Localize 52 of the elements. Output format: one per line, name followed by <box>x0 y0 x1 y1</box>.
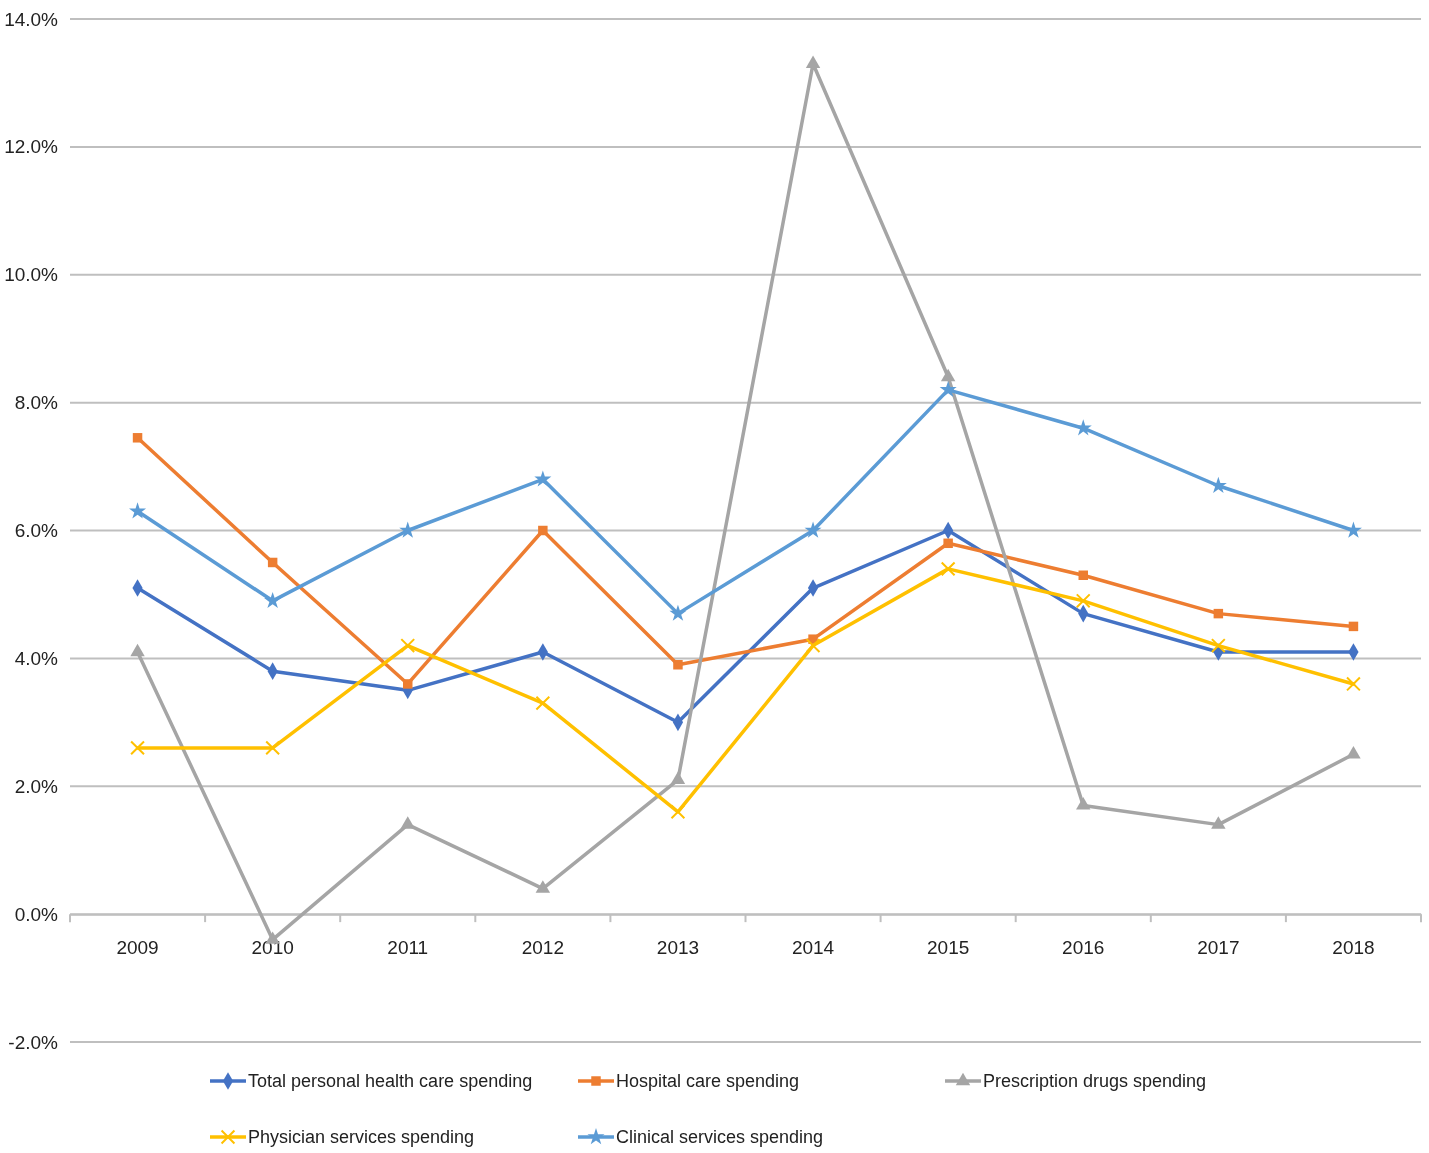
x-tick-label: 2014 <box>791 936 835 958</box>
point <box>940 368 956 382</box>
y-tick-label: 10.0% <box>4 264 59 286</box>
legend-label: Hospital care spending <box>616 1071 800 1092</box>
point <box>129 502 147 519</box>
point <box>940 561 956 577</box>
point <box>673 660 683 670</box>
y-tick-label: 14.0% <box>4 8 59 30</box>
point <box>805 55 821 68</box>
legend-label: Physician services spending <box>248 1127 475 1148</box>
x-tick-label: 2013 <box>656 936 700 958</box>
x-tick-label: 2012 <box>521 936 564 958</box>
x-tick-label: 2015 <box>927 936 970 958</box>
point <box>265 740 281 756</box>
point <box>669 604 687 621</box>
point <box>400 638 416 654</box>
point <box>939 380 957 398</box>
x-tick-label: 2011 <box>387 936 429 958</box>
point <box>130 643 145 657</box>
point <box>943 538 953 549</box>
point <box>1078 570 1088 580</box>
point <box>1213 608 1224 619</box>
point <box>804 521 822 538</box>
point <box>805 638 821 654</box>
point <box>264 591 282 609</box>
legend-label: Total personal health care spending <box>248 1071 533 1092</box>
point <box>1209 476 1227 493</box>
y-tick-label: 6.0% <box>14 520 59 542</box>
y-tick-label: 8.0% <box>14 392 59 414</box>
point <box>1346 676 1361 692</box>
x-tick-label: 2017 <box>1197 936 1240 958</box>
point <box>670 804 686 820</box>
point <box>1348 621 1359 632</box>
x-tick-label: 2009 <box>116 936 159 958</box>
y-tick-label: 0.0% <box>14 903 59 925</box>
point <box>403 679 413 689</box>
point <box>1075 593 1091 609</box>
point <box>538 525 548 536</box>
point <box>1210 638 1226 654</box>
y-tick-label: -2.0% <box>8 1031 59 1053</box>
x-tick-label: 2016 <box>1062 936 1105 958</box>
point <box>132 433 143 443</box>
legend-label: Clinical services spending <box>616 1127 824 1148</box>
point <box>267 557 278 568</box>
point <box>130 740 145 756</box>
legend-label: Prescription drugs spending <box>983 1071 1207 1092</box>
y-tick-label: 2.0% <box>14 775 59 797</box>
y-tick-label: 12.0% <box>4 136 59 158</box>
y-tick-label: 4.0% <box>14 647 59 669</box>
point <box>534 470 552 487</box>
point <box>535 695 551 711</box>
x-tick-label: 2018 <box>1332 936 1375 958</box>
